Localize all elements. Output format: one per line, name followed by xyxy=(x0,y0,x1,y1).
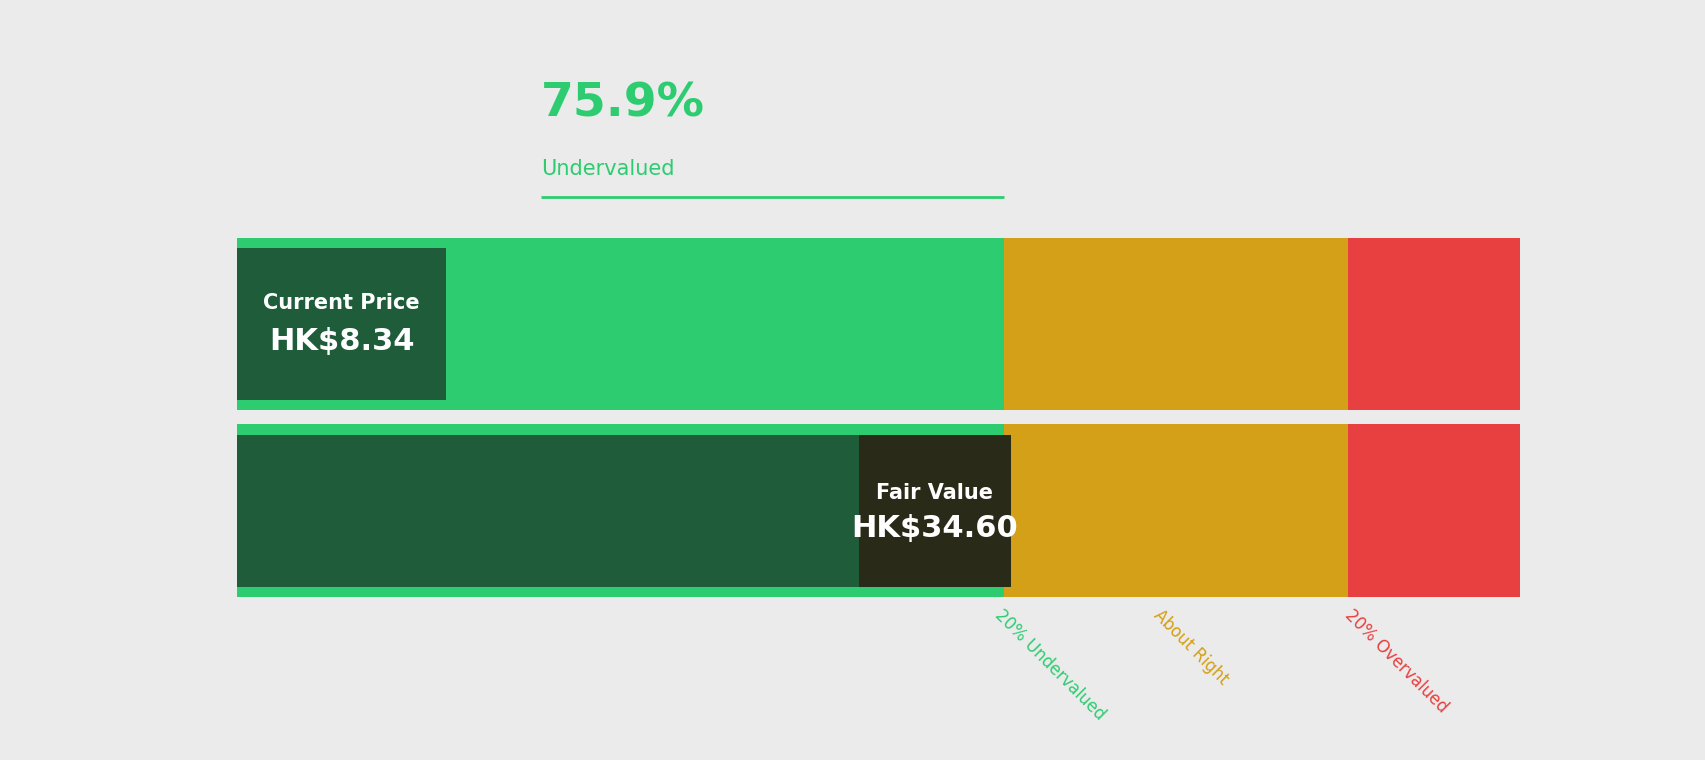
Text: Fair Value: Fair Value xyxy=(876,483,992,503)
Bar xyxy=(237,238,1003,248)
Text: Undervalued: Undervalued xyxy=(540,159,673,179)
Bar xyxy=(237,248,1003,410)
Bar xyxy=(858,435,1009,587)
Text: 20% Overvalued: 20% Overvalued xyxy=(1340,606,1451,717)
Bar xyxy=(1347,237,1519,410)
Bar xyxy=(237,425,1003,435)
Text: HK$34.60: HK$34.60 xyxy=(851,514,1018,543)
Bar xyxy=(1003,237,1347,410)
Text: 75.9%: 75.9% xyxy=(540,81,704,126)
Bar xyxy=(1347,425,1519,597)
Text: About Right: About Right xyxy=(1149,606,1231,689)
Bar xyxy=(237,400,1003,410)
Text: 20% Undervalued: 20% Undervalued xyxy=(991,606,1108,724)
Bar xyxy=(1003,425,1347,597)
Bar xyxy=(237,248,445,400)
Bar xyxy=(237,587,1003,597)
Text: HK$8.34: HK$8.34 xyxy=(269,327,414,356)
Text: Current Price: Current Price xyxy=(263,293,419,313)
Bar xyxy=(237,425,1003,597)
